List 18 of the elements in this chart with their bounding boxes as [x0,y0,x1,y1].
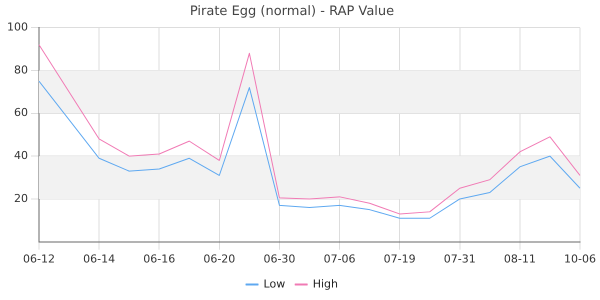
x-tick-label: 06-14 [83,252,116,266]
x-tick-label: 06-12 [23,252,55,266]
x-tick-label: 06-30 [263,252,296,266]
y-tick-label: 20 [14,192,28,205]
y-tick-label: 80 [14,63,28,76]
x-tick-label: 07-06 [324,252,356,266]
y-tick-label: 60 [14,106,28,120]
x-tick-label: 07-19 [384,252,416,266]
x-tick-label: 10-06 [564,252,596,266]
y-tick-label: 40 [14,148,28,162]
chart-title: Pirate Egg (normal) - RAP Value [190,4,394,20]
legend-label: High [312,277,338,290]
x-tick-label: 08-11 [504,252,536,266]
legend-label: Low [264,277,286,290]
x-tick-label: 06-20 [203,252,236,266]
y-tick-label: 100 [6,20,28,34]
x-tick-label: 06-16 [143,252,176,266]
x-tick-label: 07-31 [444,252,476,266]
